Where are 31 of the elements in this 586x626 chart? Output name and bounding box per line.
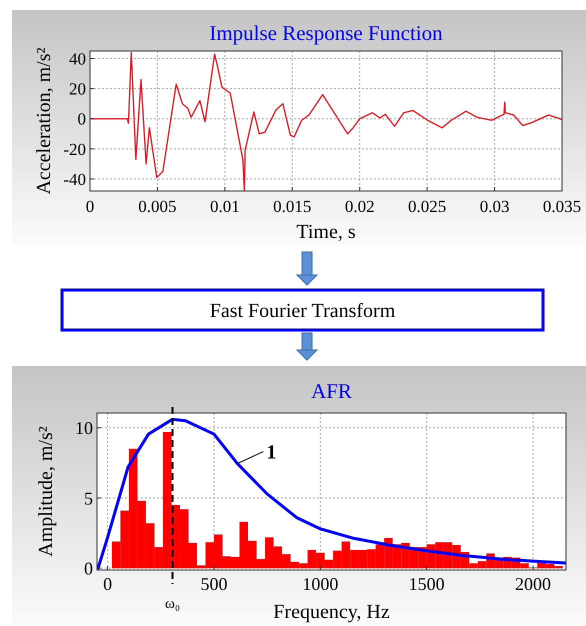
x-tick-label: 1000 — [302, 574, 338, 594]
x-tick-label: 0.005 — [138, 197, 177, 216]
y-tick-label: 40 — [69, 49, 86, 68]
x-tick-label: 0.03 — [480, 197, 510, 216]
y-tick-label: 0 — [84, 558, 93, 578]
y-axis-title: Amplitude, m/s² — [35, 426, 57, 557]
ref-line-label: ω₀ — [164, 596, 180, 612]
x-tick-label: 0.025 — [408, 197, 446, 216]
line-series — [90, 52, 562, 191]
x-axis-title: Frequency, Hz — [273, 601, 390, 623]
x-tick-label: 500 — [200, 574, 228, 594]
x-tick-label: 0 — [103, 574, 112, 594]
x-tick-label: 0.02 — [344, 197, 375, 216]
y-tick-label: 10 — [75, 418, 93, 438]
x-tick-label: 1500 — [408, 574, 445, 594]
chart-title: AFR — [311, 379, 352, 403]
y-tick-label: 0 — [78, 110, 86, 129]
annotation: 1 — [266, 442, 276, 464]
x-tick-label: 0.035 — [542, 197, 582, 216]
x-axis-title: Time, s — [296, 221, 356, 243]
line-series — [97, 418, 566, 570]
y-tick-label: 20 — [69, 80, 86, 99]
x-tick-label: 2000 — [515, 574, 552, 594]
y-tick-label: -40 — [63, 170, 86, 189]
y-axis-title: Acceleration, m/s² — [33, 47, 55, 195]
y-tick-label: -20 — [63, 140, 86, 159]
x-tick-label: 0.015 — [273, 197, 312, 216]
x-tick-label: 0.01 — [210, 197, 240, 216]
y-tick-label: 5 — [84, 488, 93, 508]
chart-title: Impulse Response Function — [209, 21, 444, 45]
text: Fast Fourier Transform — [210, 300, 396, 322]
